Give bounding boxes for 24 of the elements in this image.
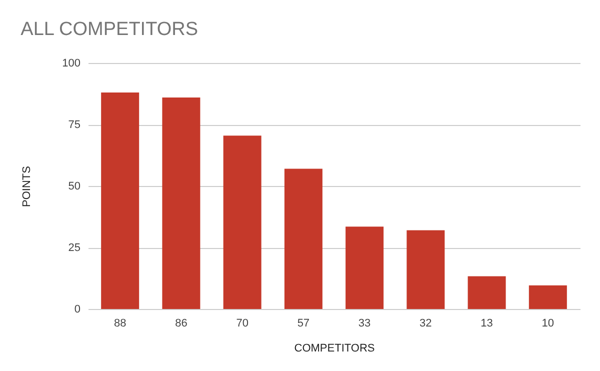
x-axis-title: COMPETITORS	[294, 342, 375, 354]
y-axis-title: POINTS	[21, 166, 34, 207]
chart-title: ALL COMPETITORS	[20, 19, 198, 40]
x-tick-label: 10	[542, 318, 554, 330]
y-tick-label: 50	[68, 180, 80, 192]
y-tick-label: 0	[74, 304, 80, 316]
bar	[162, 97, 200, 309]
y-tick-label: 100	[62, 58, 80, 70]
x-tick-label: 32	[420, 318, 432, 330]
bar	[284, 168, 322, 309]
x-tick-label: 57	[297, 318, 310, 330]
bar	[101, 92, 140, 309]
x-tick-label: 33	[358, 318, 371, 330]
y-tick-label: 75	[68, 119, 80, 131]
x-tick-label: 88	[114, 318, 126, 330]
bar	[468, 276, 506, 309]
bar	[346, 226, 384, 309]
x-tick-label: 70	[236, 318, 248, 330]
bar	[528, 285, 567, 309]
bar	[223, 136, 262, 309]
y-tick-label: 25	[68, 242, 80, 254]
bar	[406, 230, 445, 309]
x-tick-label: 13	[480, 318, 493, 330]
x-tick-label: 86	[175, 318, 188, 330]
